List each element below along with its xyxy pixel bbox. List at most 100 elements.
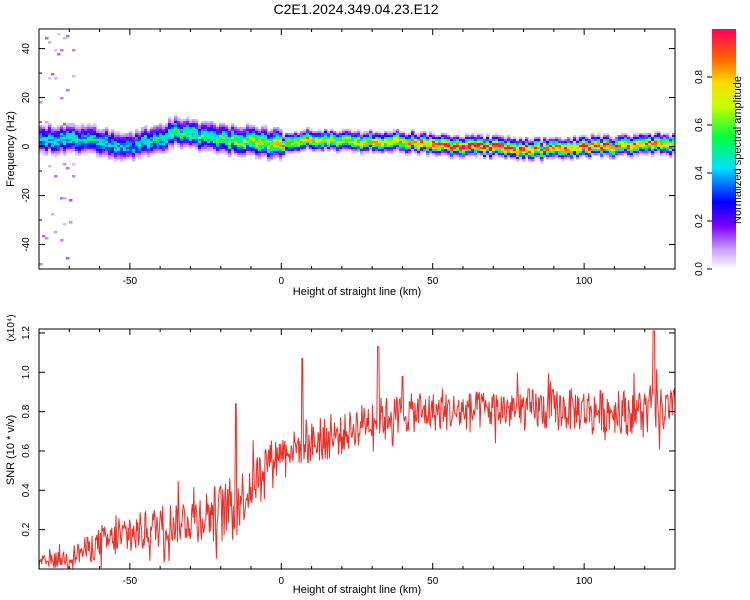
heatmap-cell: [453, 151, 457, 154]
heatmap-cell: [435, 155, 439, 158]
heatmap-cell: [540, 147, 544, 150]
heatmap-cell: [216, 153, 220, 156]
heatmap-cell: [669, 137, 673, 140]
heatmap-cell: [105, 127, 109, 130]
heatmap-cell: [111, 155, 115, 158]
heatmap-cell: [642, 151, 646, 154]
heatmap-cell: [357, 141, 361, 144]
heatmap-cell: [234, 147, 238, 150]
heatmap-cell: [237, 131, 241, 134]
heatmap-cell: [273, 137, 277, 140]
heatmap-cell: [297, 133, 301, 136]
heatmap-cell: [579, 151, 583, 154]
heatmap-cell: [513, 141, 517, 144]
heatmap-cell: [336, 139, 340, 142]
heatmap-cell: [576, 141, 580, 144]
heatmap-cell: [441, 143, 445, 146]
heatmap-cell: [153, 141, 157, 144]
heatmap-cell: [447, 135, 451, 138]
heatmap-cell: [57, 143, 61, 146]
heatmap-cell: [60, 151, 64, 154]
heatmap-cell: [636, 143, 640, 146]
heatmap-cell: [189, 137, 193, 140]
heatmap-cell: [303, 149, 307, 152]
heatmap-cell: [654, 145, 658, 148]
heatmap-cell: [51, 147, 55, 150]
heatmap-cell: [303, 145, 307, 148]
heatmap-cell: [525, 149, 529, 152]
heatmap-cell: [216, 135, 220, 138]
heatmap-cell: [378, 141, 382, 144]
heatmap-cell: [387, 143, 391, 146]
heatmap-cell: [189, 129, 193, 132]
heatmap-cell: [63, 135, 67, 138]
heatmap-cell: [363, 133, 367, 136]
heatmap-cell: [582, 149, 586, 152]
heatmap-cell: [396, 141, 400, 144]
heatmap-cell: [162, 125, 166, 128]
heatmap-cell: [51, 133, 55, 136]
heatmap-cell: [252, 141, 256, 144]
heatmap-cell: [318, 139, 322, 142]
heatmap-cell: [429, 139, 433, 142]
heatmap-cell: [306, 133, 310, 136]
heatmap-cell: [285, 139, 289, 142]
heatmap-cell: [216, 147, 220, 150]
heatmap-cell: [75, 135, 79, 138]
heatmap-cell: [549, 141, 553, 144]
heatmap-cell: [342, 129, 346, 132]
heatmap-cell: [591, 137, 595, 140]
heatmap-cell: [531, 139, 535, 142]
heatmap-cell: [372, 147, 376, 150]
heatmap-cell: [252, 145, 256, 148]
heatmap-cell: [654, 131, 658, 134]
heatmap-cell: [666, 149, 670, 152]
heatmap-cell: [510, 157, 514, 160]
heatmap-cell: [324, 139, 328, 142]
heatmap-cell: [114, 137, 118, 140]
heatmap-cell: [126, 143, 130, 146]
heatmap-cell: [63, 141, 67, 144]
heatmap-cell: [129, 133, 133, 136]
heatmap-cell: [528, 147, 532, 150]
heatmap-cell: [495, 137, 499, 140]
heatmap-cell: [57, 149, 61, 152]
heatmap-cell: [417, 137, 421, 140]
heatmap-cell: [60, 139, 64, 142]
heatmap-cell: [516, 139, 520, 142]
heatmap-cell: [165, 135, 169, 138]
heatmap-cell: [477, 137, 481, 140]
heatmap-cell: [633, 135, 637, 138]
heatmap-cell: [285, 141, 289, 144]
heatmap-cell: [552, 143, 556, 146]
heatmap-cell: [570, 153, 574, 156]
snr-ylabel: SNR (10 * v/v): [5, 415, 17, 485]
heatmap-cell: [57, 33, 61, 36]
heatmap-cell: [72, 127, 76, 130]
heatmap-cell: [291, 151, 295, 154]
heatmap-cell: [573, 145, 577, 148]
heatmap-cell: [498, 135, 502, 138]
heatmap-cell: [642, 149, 646, 152]
heatmap-cell: [90, 143, 94, 146]
heatmap-cell: [339, 141, 343, 144]
heatmap-cell: [150, 139, 154, 142]
heatmap-cell: [558, 151, 562, 154]
heatmap-cell: [447, 143, 451, 146]
heatmap-cell: [81, 149, 85, 152]
heatmap-cell: [207, 143, 211, 146]
heatmap-cell: [198, 139, 202, 142]
heatmap-cell: [234, 137, 238, 140]
heatmap-cell: [48, 145, 52, 148]
heatmap-cell: [423, 149, 427, 152]
heatmap-cell: [165, 123, 169, 126]
heatmap-cell: [330, 141, 334, 144]
heatmap-cell: [339, 137, 343, 140]
heatmap-cell: [192, 141, 196, 144]
heatmap-cell: [54, 143, 58, 146]
heatmap-cell: [648, 145, 652, 148]
heatmap-cell: [666, 143, 670, 146]
heatmap-cell: [114, 159, 118, 162]
heatmap-cell: [159, 145, 163, 148]
colorbar-tick-label: 0.6: [694, 118, 705, 132]
